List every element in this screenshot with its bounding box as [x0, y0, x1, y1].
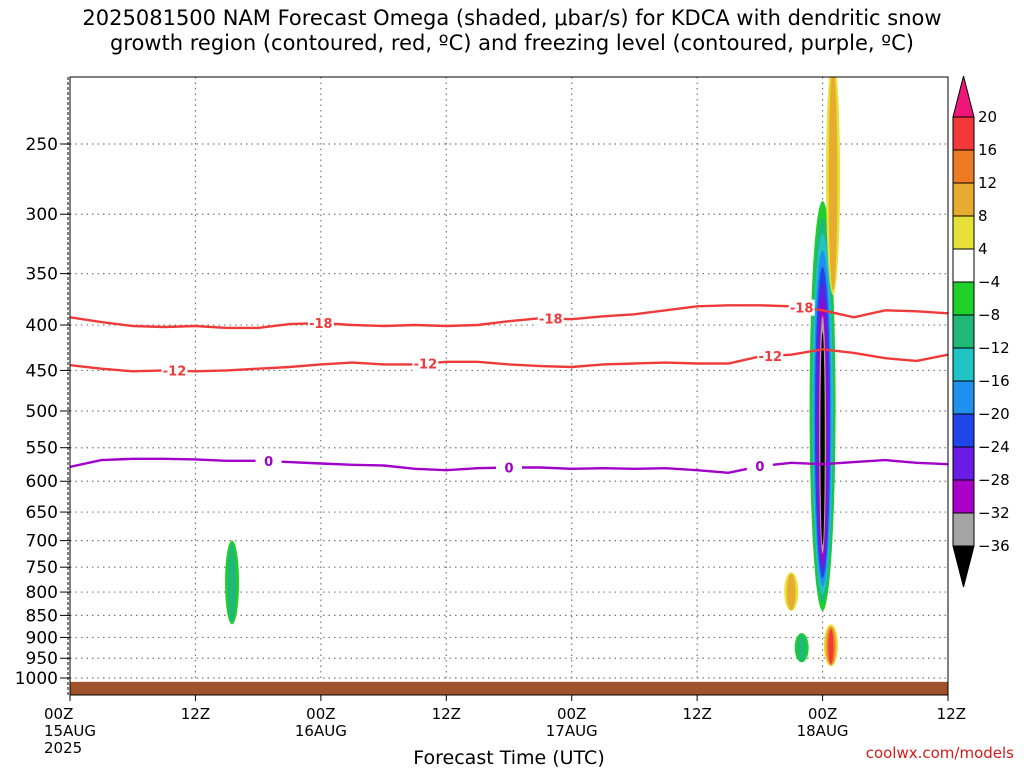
omega-feature-3-level-3 [828, 629, 834, 664]
x-axis-label: Forecast Time (UTC) [413, 747, 604, 768]
y-tick-label-950: 950 [26, 649, 58, 669]
x-tick-label-48-0: 00Z [557, 705, 586, 723]
contour-label-bg-m12-2 [757, 347, 784, 364]
colorbar-swatch-4 [952, 215, 975, 250]
colorbar-swatch-6 [952, 281, 975, 316]
colorbar-swatch-9 [952, 380, 975, 415]
colorbar-swatch-13 [952, 512, 975, 547]
contour-label-m12-0: -12 [163, 365, 187, 380]
colorbar-label-10: −24 [978, 438, 1010, 456]
y-tick-label-450: 450 [26, 361, 58, 381]
colorbar-swatch-11 [952, 446, 975, 481]
colorbar-label-1: 16 [978, 141, 997, 159]
y-tick-label-300: 300 [26, 205, 58, 225]
contour-label-bg-zero-1 [496, 459, 522, 476]
x-tick-label-84-0: 12Z [937, 705, 966, 723]
x-tick-label-72-0: 00Z [808, 705, 837, 723]
x-tick-label-0-1: 15AUG [44, 722, 96, 740]
credit-text: coolwx.com/models [865, 744, 1014, 762]
contour-label-m18-1: -18 [539, 313, 563, 328]
x-tick-label-24-0: 00Z [306, 705, 335, 723]
contour-label-zero-2: 0 [755, 460, 764, 475]
colorbar-swatch-5 [952, 248, 975, 283]
contour-label-zero-1: 0 [504, 462, 513, 477]
y-tick-label-600: 600 [26, 472, 58, 492]
contour-label-bg-m12-0 [161, 362, 188, 379]
contour-line-m12 [70, 348, 948, 373]
contours: -18 -18 -18 -12 -12 -12 0 0 0 [70, 299, 948, 477]
x-tick-label-12-0: 12Z [181, 705, 210, 723]
colorbar-bottom-arrow [952, 545, 975, 588]
omega-feature-4-level-1 [828, 77, 838, 291]
colorbar-label-9: −20 [978, 405, 1010, 423]
y-tick-label-550: 550 [26, 439, 58, 459]
contour-label-bg-m12-1 [412, 355, 439, 372]
y-tick-label-900: 900 [26, 628, 58, 648]
colorbar-label-7: −12 [978, 339, 1010, 357]
x-tick-label-60-0: 12Z [682, 705, 711, 723]
colorbar-swatch-3 [952, 182, 975, 217]
colorbar-label-5: −4 [978, 273, 1000, 291]
chart-title: 2025081500 NAM Forecast Omega (shaded, μ… [0, 6, 1024, 56]
omega-feature-1-level-1 [227, 543, 237, 623]
colorbar-label-6: −8 [978, 306, 1000, 324]
contour-label-bg-m18-0 [307, 315, 334, 332]
colorbar-swatch-8 [952, 347, 975, 382]
colorbar-label-2: 12 [978, 174, 997, 192]
y-tick-label-800: 800 [26, 583, 58, 603]
x-tick-label-24-1: 16AUG [295, 722, 347, 740]
contour-label-bg-zero-0 [255, 453, 282, 470]
y-tick-label-650: 650 [26, 503, 58, 523]
x-tick-label-72-1: 18AUG [797, 722, 849, 740]
colorbar-swatch-2 [952, 149, 975, 184]
colorbar-label-11: −28 [978, 471, 1010, 489]
colorbar-label-12: −32 [978, 504, 1010, 522]
y-tick-label-750: 750 [26, 558, 58, 578]
contour-label-zero-0: 0 [264, 455, 273, 470]
contour-label-bg-m18-1 [537, 310, 564, 327]
x-tick-label-36-0: 12Z [432, 705, 461, 723]
colorbar-label-4: 4 [978, 240, 988, 258]
contour-label-m18-0: -18 [309, 317, 333, 332]
x-tick-label-48-1: 17AUG [546, 722, 598, 740]
x-tick-label-0-2: 2025 [44, 739, 82, 757]
contour-label-m12-2: -12 [759, 350, 783, 365]
colorbar-label-8: −16 [978, 372, 1010, 390]
title-line-2: growth region (contoured, red, ºC) and f… [110, 31, 914, 55]
title-line-1: 2025081500 NAM Forecast Omega (shaded, μ… [82, 6, 942, 30]
omega-feature-5-level-1 [786, 573, 796, 611]
contour-label-m18-2: -18 [790, 302, 814, 317]
y-tick-label-250: 250 [26, 135, 58, 155]
colorbar-label-0: 20 [978, 108, 997, 126]
plot-frame [69, 76, 949, 696]
omega-feature-2-level-1 [797, 634, 806, 662]
terrain [70, 681, 948, 695]
y-tick-label-700: 700 [26, 532, 58, 552]
omega-shading [225, 77, 841, 667]
y-tick-label-350: 350 [26, 265, 58, 285]
x-tick-label-0-0: 00Z [44, 705, 73, 723]
colorbar: 20 16 12 8 4 −4 −8 −12 −16 −20 −24 −28 −32 −36 [952, 75, 1010, 588]
contour-label-m12-1: -12 [414, 358, 438, 373]
omega-feature-0-level-8 [820, 332, 825, 546]
colorbar-label-3: 8 [978, 207, 988, 225]
y-tick-label-400: 400 [26, 316, 58, 336]
contour-label-bg-zero-2 [746, 458, 773, 475]
colorbar-swatch-12 [952, 479, 975, 514]
y-tick-label-850: 850 [26, 606, 58, 626]
colorbar-swatch-7 [952, 314, 975, 349]
y-axis: 2503003504004505005506006507007508008509… [15, 135, 70, 689]
colorbar-swatch-1 [952, 116, 975, 151]
y-tick-label-500: 500 [26, 402, 58, 422]
contour-label-bg-m18-2 [788, 299, 815, 316]
colorbar-top-arrow [952, 75, 975, 118]
y-tick-label-1000: 1000 [15, 669, 58, 689]
colorbar-label-13: −36 [978, 537, 1010, 555]
colorbar-swatch-10 [952, 413, 975, 448]
